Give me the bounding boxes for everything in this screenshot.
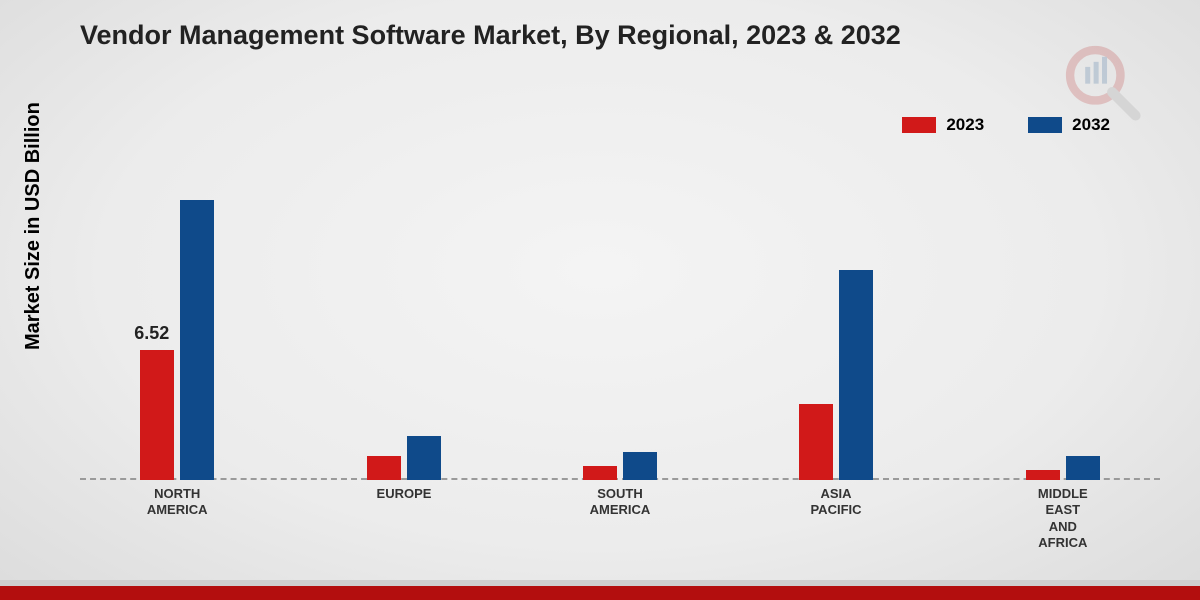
bar	[583, 466, 617, 480]
bar	[180, 200, 214, 480]
watermark-logo	[1060, 40, 1144, 124]
x-tick-label: SOUTH AMERICA	[570, 486, 670, 519]
legend-swatch-2023	[902, 117, 936, 133]
bar-value-label: 6.52	[134, 323, 169, 344]
legend-label-2032: 2032	[1072, 115, 1110, 135]
bar	[799, 404, 833, 480]
legend-label-2023: 2023	[946, 115, 984, 135]
x-tick-label: MIDDLE EAST AND AFRICA	[1013, 486, 1113, 551]
bar	[140, 350, 174, 480]
bar	[839, 270, 873, 480]
bar-group	[1026, 456, 1100, 480]
legend-swatch-2032	[1028, 117, 1062, 133]
bar	[1066, 456, 1100, 480]
bar	[367, 456, 401, 480]
footer-bar	[0, 586, 1200, 600]
x-tick-label: NORTH AMERICA	[127, 486, 227, 519]
y-axis-label: Market Size in USD Billion	[22, 102, 45, 350]
plot-area: 6.52	[80, 160, 1160, 480]
legend: 2023 2032	[902, 115, 1110, 135]
x-tick-label: ASIA PACIFIC	[786, 486, 886, 519]
legend-item-2023: 2023	[902, 115, 984, 135]
legend-item-2032: 2032	[1028, 115, 1110, 135]
bar-group	[367, 436, 441, 480]
chart-stage: Vendor Management Software Market, By Re…	[0, 0, 1200, 600]
bar-group	[583, 452, 657, 480]
bar	[623, 452, 657, 480]
x-axis-labels: NORTH AMERICA EUROPE SOUTH AMERICA ASIA PAC…	[80, 480, 1160, 570]
bar	[1026, 470, 1060, 480]
bar	[407, 436, 441, 480]
chart-title: Vendor Management Software Market, By Re…	[80, 20, 901, 51]
x-tick-label: EUROPE	[354, 486, 454, 502]
bar-group	[799, 270, 873, 480]
